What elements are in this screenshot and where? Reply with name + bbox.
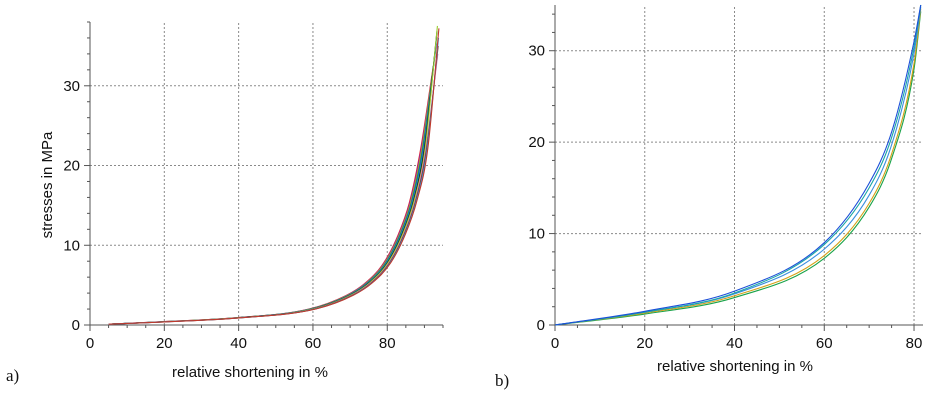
panel-a-y-tick-label: 0 — [72, 317, 80, 334]
panel-b-curves — [554, 4, 922, 326]
panel-a-series-line — [108, 53, 439, 325]
panel-a-series-line — [108, 55, 436, 325]
panel-a-y-tick-label: 20 — [63, 158, 80, 175]
panel-a-x-tick-label: 20 — [156, 335, 173, 352]
panel-a-curves — [108, 25, 440, 325]
panel-b-label: b) — [495, 371, 509, 390]
panel-a-series-line — [108, 28, 440, 325]
panel-a-series-line — [108, 30, 438, 325]
panel-b-y-tick-label: 0 — [537, 317, 545, 334]
panel-a-series-line — [108, 45, 439, 325]
panel-a-chart: 0 20 40 60 80 0 10 20 30 relative shortening in … — [6, 21, 444, 385]
panel-b-chart: 0 20 40 60 80 0 10 20 30 relative shortening in … — [495, 4, 923, 390]
panel-a-x-tick-label: 40 — [230, 335, 247, 352]
panel-a-x-tick-label: 80 — [379, 335, 396, 352]
panel-b-ticks — [549, 13, 915, 331]
panel-b-gridlines — [555, 5, 923, 325]
panel-a-x-tick-label: 0 — [86, 335, 94, 352]
panel-a-x-tick-label: 60 — [305, 335, 322, 352]
panel-b-y-tick-label: 30 — [528, 43, 545, 60]
panel-a-series-line — [108, 49, 437, 325]
panel-a-x-axis-label: relative shortening in % — [172, 364, 328, 381]
panel-a-y-tick-label: 30 — [63, 78, 80, 95]
panel-a-label: a) — [6, 366, 19, 385]
panel-b-series-line — [554, 8, 922, 326]
panel-a-axes — [89, 22, 443, 326]
panel-b-series-line — [554, 4, 922, 326]
panel-a-series-line — [108, 68, 434, 325]
panel-b-x-tick-label: 0 — [551, 335, 559, 352]
panel-b-series-line — [554, 6, 922, 326]
panel-a-y-axis-label: stresses in MPa — [39, 131, 56, 238]
panel-a-series-line — [108, 25, 438, 325]
panel-b-x-axis-label: relative shortening in % — [657, 358, 813, 375]
panel-a-series-line — [108, 61, 435, 325]
panel-a-ticks — [84, 21, 444, 331]
panel-b-y-tick-label: 10 — [528, 226, 545, 243]
panel-a-gridlines — [90, 22, 443, 325]
panel-a-series-line — [108, 37, 440, 325]
panel-b-series-line — [554, 4, 922, 326]
panel-b-tick-labels: 0 20 40 60 80 0 10 20 30 — [528, 43, 922, 352]
panel-b-x-tick-label: 60 — [816, 335, 833, 352]
panel-b-x-tick-label: 20 — [636, 335, 653, 352]
panel-a-y-tick-label: 10 — [63, 237, 80, 254]
panel-b-axes — [554, 5, 923, 326]
panel-b-x-tick-label: 40 — [726, 335, 743, 352]
panel-b-series-line — [554, 11, 922, 326]
panel-b-y-tick-label: 20 — [528, 134, 545, 151]
panel-b-x-tick-label: 80 — [906, 335, 923, 352]
panel-a-tick-labels: 0 20 40 60 80 0 10 20 30 — [63, 78, 395, 352]
